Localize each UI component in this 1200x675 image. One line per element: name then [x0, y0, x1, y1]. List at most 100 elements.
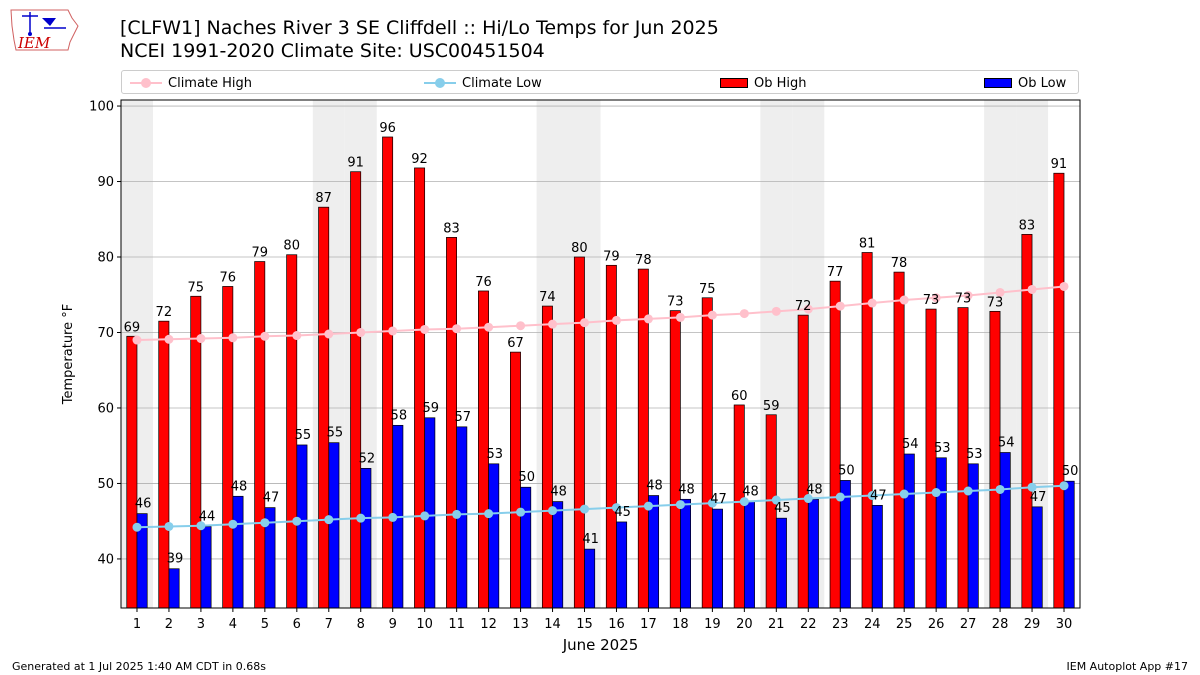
ob-low-bar: [807, 498, 819, 609]
ob-high-bar: [1053, 172, 1065, 609]
climate-low-point: [420, 511, 430, 521]
climate-low-swatch: [424, 74, 456, 92]
climate-low-point: [995, 484, 1005, 494]
climate-low-point: [771, 495, 781, 505]
ob-low-label: 55: [295, 428, 312, 443]
x-axis-label: June 2025: [562, 636, 639, 654]
climate-low-point: [803, 494, 813, 504]
climate-low-point: [899, 489, 909, 499]
x-tick-label: 8: [357, 617, 365, 632]
climate-low-point: [867, 491, 877, 501]
ob-low-bar: [616, 521, 628, 609]
ob-low-bar: [871, 504, 883, 609]
x-tick-label: 12: [480, 617, 497, 632]
climate-high-line: [136, 285, 1065, 342]
climate-high-point: [867, 298, 877, 308]
ob-high-bar: [382, 136, 394, 609]
ob-low-bar: [200, 526, 212, 609]
iowa-map-icon: IEM: [10, 9, 79, 52]
ob-low-label: 47: [1030, 490, 1047, 505]
x-tick-label: 17: [640, 617, 657, 632]
climate-low-point: [292, 516, 302, 526]
x-tick-label: 27: [960, 617, 977, 632]
ob-low-label: 47: [710, 492, 727, 507]
legend-label: Climate Low: [462, 75, 542, 91]
ob-high-bar: [925, 308, 937, 609]
ob-low-bar: [935, 457, 947, 609]
legend-item-ob-low: Ob Low: [984, 74, 1066, 92]
ob-high-label: 79: [603, 249, 620, 264]
climate-high-point: [707, 310, 717, 320]
logo-text: IEM: [17, 34, 51, 52]
ob-low-label: 48: [806, 482, 823, 497]
climate-high-point: [292, 331, 302, 341]
climate-high-point: [324, 329, 334, 339]
ob-low-label: 48: [646, 479, 663, 494]
x-tick-label: 14: [544, 617, 561, 632]
climate-high-point: [484, 322, 494, 332]
climate-high-point: [835, 301, 845, 311]
ob-high-label: 78: [635, 253, 652, 268]
ob-low-bar: [967, 463, 979, 609]
chart-subtitle: NCEI 1991-2020 Climate Site: USC00451504: [120, 40, 545, 62]
plot-frame: [120, 99, 1081, 609]
ob-high-label: 73: [923, 293, 940, 308]
ob-high-label: 96: [379, 121, 396, 136]
ob-high-label: 76: [475, 275, 492, 290]
climate-low-point: [580, 504, 590, 514]
ob-high-label: 73: [667, 295, 684, 310]
climate-high-point: [452, 324, 462, 334]
legend-label: Ob Low: [1018, 75, 1067, 91]
y-axis-label: Temperature °F: [61, 304, 76, 405]
ob-low-bar: [712, 508, 723, 609]
ob-high-label: 80: [571, 241, 588, 256]
climate-high-point: [611, 315, 621, 325]
climate-high-point: [132, 335, 142, 345]
climate-high-point: [803, 304, 813, 314]
ob-high-label: 81: [859, 236, 876, 251]
ob-low-bar: [552, 501, 564, 609]
ob-low-label: 58: [391, 408, 408, 423]
climate-high-point: [228, 333, 238, 343]
ob-high-label: 79: [251, 246, 268, 261]
climate-low-point: [963, 486, 973, 496]
climate-high-point: [164, 334, 174, 344]
x-tick-label: 5: [261, 617, 269, 632]
ob-low-label: 50: [518, 470, 535, 485]
ob-high-label: 73: [955, 292, 972, 307]
ob-low-label: 48: [678, 482, 695, 497]
climate-low-point: [707, 498, 717, 508]
ob-low-label: 57: [454, 410, 471, 425]
climate-high-point: [963, 291, 973, 301]
climate-low-point: [516, 507, 526, 517]
y-tick-label: 40: [97, 552, 114, 567]
ob-high-label: 69: [124, 320, 141, 335]
ob-high-label: 72: [795, 299, 812, 314]
iem-logo: IEM: [8, 4, 80, 60]
climate-high-point: [516, 321, 526, 331]
climate-low-point: [675, 500, 685, 510]
ob-low-label: 39: [167, 552, 184, 567]
y-tick-label: 70: [97, 326, 114, 341]
climate-high-point: [388, 326, 398, 336]
y-tick-label: 50: [97, 477, 114, 492]
ob-high-label: 78: [891, 256, 908, 271]
ob-high-bar: [414, 167, 426, 609]
x-tick-label: 9: [389, 617, 397, 632]
x-tick-label: 3: [197, 617, 205, 632]
climate-low-line: [136, 484, 1065, 529]
ob-low-bar: [680, 498, 691, 609]
ob-high-label: 60: [731, 389, 748, 404]
ob-low-label: 44: [199, 509, 216, 524]
legend-item-climate-low: Climate Low: [424, 74, 542, 92]
ob-high-bar: [701, 297, 713, 609]
ob-low-bar: [648, 495, 660, 609]
ob-low-label: 48: [742, 485, 759, 500]
ob-low-bar: [584, 548, 596, 609]
ob-high-bar: [797, 314, 809, 609]
x-tick-label: 24: [864, 617, 881, 632]
climate-high-point: [420, 324, 430, 334]
ob-low-label: 50: [1062, 464, 1079, 479]
climate-high-point: [260, 331, 270, 341]
ob-high-bar: [541, 305, 553, 609]
